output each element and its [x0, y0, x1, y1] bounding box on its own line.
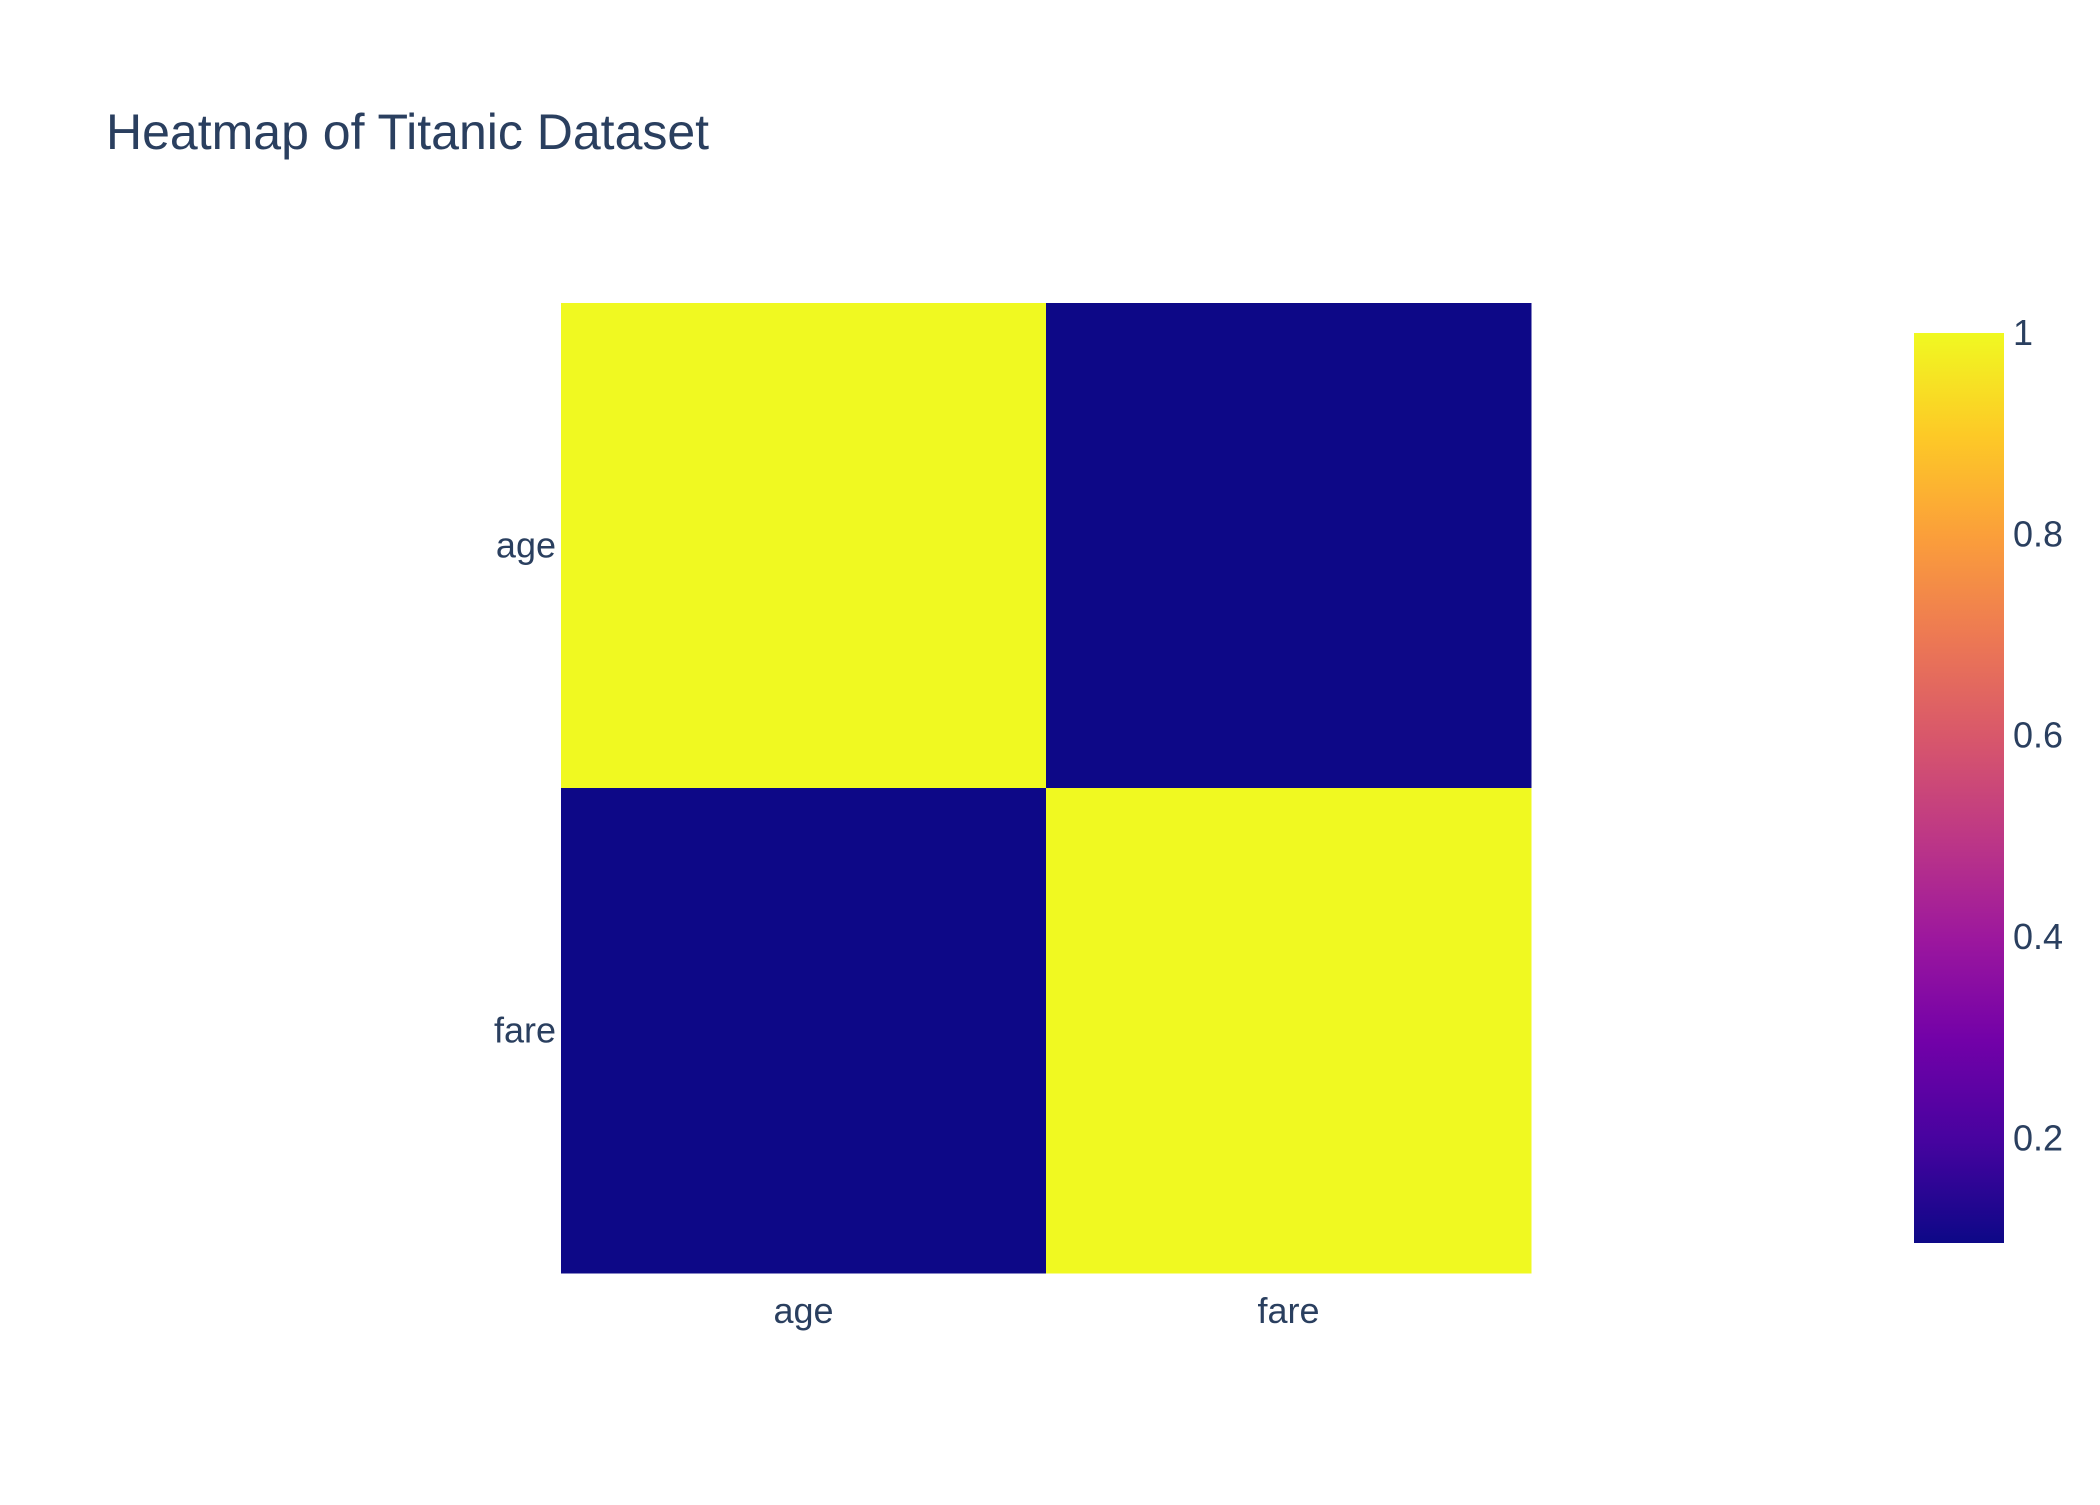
heatmap-cell-fare-fare	[1046, 788, 1532, 1274]
y-tick-label: age	[496, 525, 556, 566]
colorbar-tick-label: 0.6	[2013, 715, 2063, 756]
x-tick-label: fare	[1257, 1290, 1319, 1331]
y-axis-ticks: age fare	[494, 525, 556, 1051]
x-tick-label: age	[773, 1290, 833, 1331]
y-tick-label: fare	[494, 1010, 556, 1051]
chart-title: Heatmap of Titanic Dataset	[106, 104, 709, 160]
colorbar-tick-label: 0.2	[2013, 1117, 2063, 1158]
heatmap-cell-age-age	[561, 303, 1047, 789]
heatmap-cell-fare-age	[561, 788, 1047, 1274]
heatmap-cells	[561, 303, 1532, 1274]
colorbar-tick-label: 1	[2013, 312, 2033, 353]
colorbar	[1914, 333, 2004, 1243]
heatmap-cell-age-fare	[1046, 303, 1532, 789]
colorbar-tick-label: 0.4	[2013, 916, 2063, 957]
colorbar-ticks: 0.2 0.4 0.6 0.8 1	[2013, 312, 2063, 1158]
x-axis-ticks: age fare	[773, 1290, 1319, 1331]
colorbar-tick-label: 0.8	[2013, 513, 2063, 554]
